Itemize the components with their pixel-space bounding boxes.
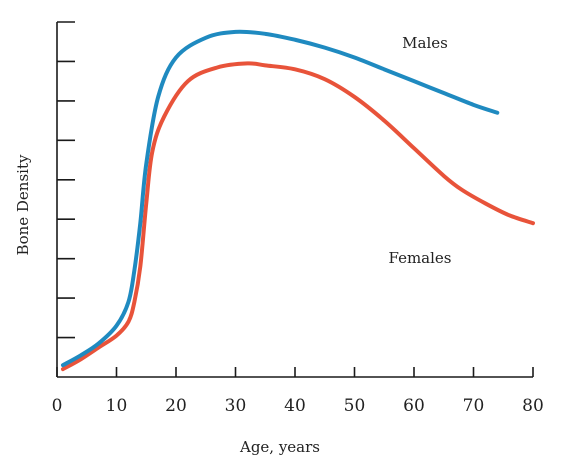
- series-line-males: [60, 29, 500, 368]
- x-tick-label: 20: [165, 396, 187, 416]
- y-ticks: [57, 21, 75, 339]
- series-line-females: [60, 61, 535, 372]
- x-tick-label: 80: [522, 396, 544, 416]
- x-tick-label: 30: [225, 396, 247, 416]
- y-axis-label: Bone Density: [14, 154, 32, 255]
- x-tick-label: 50: [344, 396, 366, 416]
- x-ticks: 0 10 20 30 40 50 60 70 80: [52, 367, 544, 416]
- x-tick-label: 40: [284, 396, 306, 416]
- series-layer: [60, 29, 535, 372]
- x-tick-label: 0: [52, 396, 63, 416]
- x-tick-label: 10: [106, 396, 128, 416]
- series-label-females: Females: [388, 249, 451, 267]
- x-axis-label: Age, years: [239, 438, 320, 456]
- series-label-males: Males: [402, 34, 448, 52]
- x-tick-label: 70: [463, 396, 485, 416]
- x-tick-label: 60: [403, 396, 425, 416]
